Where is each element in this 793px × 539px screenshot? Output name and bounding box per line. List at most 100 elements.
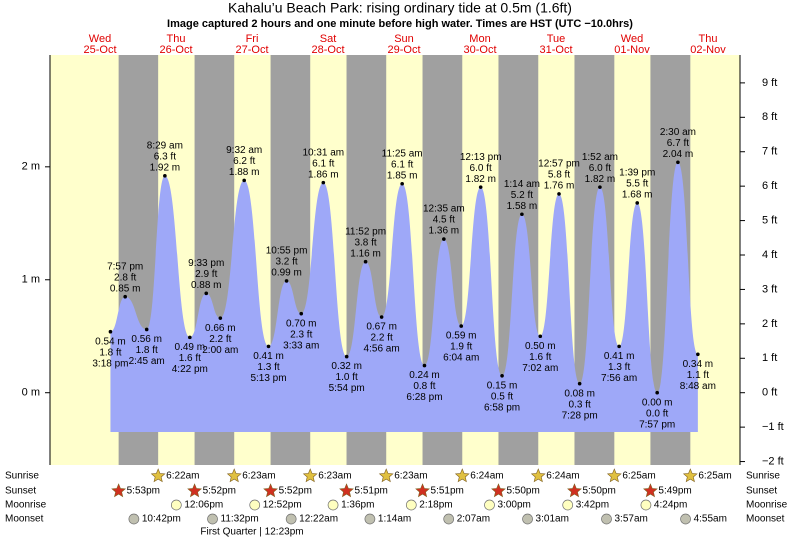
tide-label: 3:33 am [283, 340, 319, 351]
tide-label: 4:22 pm [172, 364, 208, 375]
sunrise-icon [606, 468, 622, 483]
moonset-time: 4:55am [694, 514, 727, 525]
tide-label: 1.82 m [465, 174, 496, 185]
tide-point [108, 329, 113, 334]
moonset-time: 3:01am [536, 514, 569, 525]
day-weekday: Wed [621, 33, 643, 45]
moonset-icon [207, 513, 218, 525]
tide-point [459, 324, 464, 328]
tide-label: 1.9 ft [450, 342, 472, 353]
sunrise-time: 6:24am [470, 471, 503, 482]
tide-label: 0.5 ft [491, 391, 513, 402]
day-weekday: Thu [167, 33, 186, 45]
tide-label: 7:56 am [601, 373, 637, 384]
moonrise-icon [170, 499, 182, 511]
tide-label: 0.49 m [175, 342, 206, 353]
moonrise-icon [327, 499, 339, 511]
moonrise-icon [249, 499, 261, 511]
tide-point [379, 315, 384, 319]
tide-point [204, 291, 209, 296]
tide-label: 8:48 am [680, 381, 716, 392]
tide-point [242, 178, 246, 183]
tide-label: 6:04 am [443, 353, 479, 364]
tide-label: 1.0 ft [336, 372, 358, 383]
tide-label: 2:45 am [129, 356, 165, 367]
tide-label: 2.3 ft [290, 329, 312, 340]
sunset-icon [567, 483, 582, 498]
tide-label: 1.1 ft [687, 370, 709, 381]
row-label: Sunrise [5, 471, 39, 482]
day-date: 29-Oct [387, 44, 420, 56]
day-weekday: Mon [469, 33, 490, 45]
moonset-time: 10:42pm [142, 514, 181, 525]
y2-tick-label: 1 ft [762, 352, 777, 364]
sunset-time: 5:51pm [355, 486, 388, 497]
moonset-icon [601, 513, 612, 525]
chart-subtitle: Image captured 2 hours and one minute be… [167, 18, 633, 30]
sunset-icon [187, 483, 202, 498]
tide-label: 0.70 m [286, 318, 317, 329]
sunrise-icon [226, 468, 242, 483]
day-date: 30-Oct [463, 44, 496, 56]
sunrise-time: 6:23am [242, 471, 275, 482]
tide-label: 0.0 ft [646, 408, 668, 419]
tide-label: 4:56 am [364, 344, 400, 355]
tide-label: 7:57 pm [107, 261, 143, 272]
tide-point [344, 354, 349, 359]
row-label: Sunset [5, 486, 36, 497]
tide-label: 12:13 pm [460, 152, 502, 163]
day-date: 31-Oct [539, 44, 572, 56]
sunset-time: 5:49pm [658, 486, 691, 497]
tide-point [144, 327, 149, 332]
tide-label: 0.8 ft [413, 381, 435, 392]
tide-label: 1.6 ft [529, 352, 551, 363]
sunrise-icon [150, 468, 166, 483]
day-weekday: Fri [246, 33, 259, 45]
tide-label: 3.8 ft [354, 237, 376, 248]
tide-point [696, 352, 700, 357]
day-weekday: Sat [320, 33, 337, 45]
tide-label: 1.36 m [429, 226, 460, 237]
sunrise-icon [378, 468, 394, 483]
tide-point [577, 381, 582, 386]
tide-label: 10:55 pm [266, 246, 308, 257]
tide-label: 1.3 ft [608, 362, 630, 373]
tide-label: 6.0 ft [589, 163, 611, 174]
tide-point [500, 373, 504, 378]
tide-point [655, 390, 659, 395]
moonset-time: 2:07am [457, 514, 490, 525]
y2-tick-label: −2 ft [762, 455, 784, 467]
sunrise-icon [530, 468, 546, 483]
tide-label: 0.59 m [446, 331, 477, 342]
y2-tick-label: 8 ft [762, 111, 777, 123]
y2-tick-label: 3 ft [762, 283, 777, 295]
tide-label: 2.9 ft [195, 269, 217, 280]
tide-label: 1.58 m [507, 201, 538, 212]
y2-tick-label: 2 ft [762, 318, 777, 330]
row-label: Sunset [746, 486, 777, 497]
moonrise-time: 12:52pm [263, 500, 302, 511]
moonset-icon [443, 513, 455, 525]
tide-label: 0.00 m [642, 397, 673, 408]
y2-tick-label: 5 ft [762, 214, 777, 226]
moonrise-time: 12:06pm [184, 500, 223, 511]
tide-point [442, 237, 446, 241]
tide-label: 4.5 ft [433, 215, 455, 226]
tide-label: 2:30 am [660, 127, 696, 138]
sunrise-icon [454, 468, 470, 483]
moonset-icon [285, 513, 297, 525]
tide-label: 0.50 m [525, 341, 556, 352]
tide-label: 6.0 ft [470, 163, 492, 174]
tide-label: 6:58 pm [484, 402, 520, 413]
moonrise-time: 3:00pm [498, 500, 531, 511]
tide-point [538, 334, 543, 339]
tide-label: 1:39 pm [619, 168, 655, 179]
day-date: 01-Nov [614, 44, 650, 56]
sunset-time: 5:51pm [431, 486, 464, 497]
day-weekday: Thu [699, 33, 718, 45]
day-date: 27-Oct [235, 44, 268, 56]
tide-label: 1:14 am [504, 179, 540, 190]
sunset-icon [643, 483, 658, 498]
sunrise-icon [302, 468, 318, 483]
tide-label: 9:32 am [226, 145, 262, 156]
